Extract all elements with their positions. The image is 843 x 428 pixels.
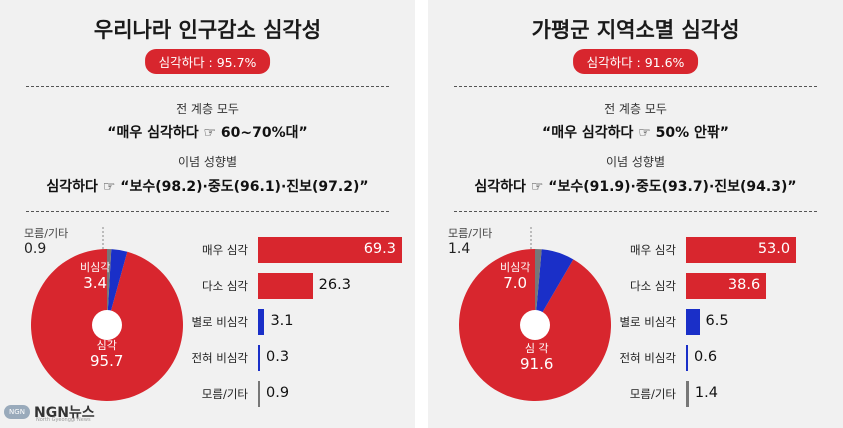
bar <box>258 345 260 371</box>
divider <box>454 86 817 87</box>
bar-value-label: 3.1 <box>270 313 294 329</box>
bar-category-label: 모름/기타 <box>629 387 676 401</box>
bar-category-label: 별로 비심각 <box>191 315 248 329</box>
bar-row: 전혀 비심각 0.6 <box>428 345 843 371</box>
bar <box>686 237 797 263</box>
bar <box>258 273 313 299</box>
bar <box>258 381 260 407</box>
summary-badge: 심각하다 : 91.6% <box>572 49 699 74</box>
bar <box>258 309 265 335</box>
bar-value-label: 0.3 <box>266 349 290 365</box>
bar-value-label: 6.5 <box>705 313 729 329</box>
bar <box>686 309 700 335</box>
bar-category-label: 모름/기타 <box>201 387 248 401</box>
ngn-logo: NGN NGN뉴스 North Gyeonggi News <box>4 402 95 423</box>
bar-row: 다소 심각 38.6 <box>428 273 843 299</box>
pie-label-not-serious: 비심각 7.0 <box>500 261 531 292</box>
bar-value-label: 38.6 <box>727 277 761 293</box>
bar-value-label: 0.6 <box>694 349 718 365</box>
line1-label: 전 계층 모두 <box>176 102 239 116</box>
panel-title: 우리나라 인구감소 심각성 <box>93 18 322 42</box>
pie-slice <box>107 249 128 325</box>
summary-badge: 심각하다 : 95.7% <box>144 49 271 74</box>
line1-label: 전 계층 모두 <box>604 102 667 116</box>
panel-title: 가평군 지역소멸 심각성 <box>531 18 740 42</box>
bar-row: 별로 비심각 3.1 <box>0 309 415 335</box>
bar-category-label: 다소 심각 <box>630 279 676 293</box>
pie-center-hole <box>520 310 550 340</box>
bar-row: 전혀 비심각 0.3 <box>0 345 415 371</box>
pie-label-dk: 모름/기타 1.4 <box>448 227 493 257</box>
bar-value-label: 53.0 <box>757 241 791 257</box>
bar-category-label: 다소 심각 <box>202 279 248 293</box>
bar-row: 모름/기타 1.4 <box>428 381 843 407</box>
bar-row: 다소 심각 26.3 <box>0 273 415 299</box>
line2-label: 이념 성향별 <box>605 155 665 169</box>
line1-quote: “매우 심각하다 ☞ 60~70%대” <box>107 125 308 141</box>
bar-value-label: 69.3 <box>363 241 396 257</box>
divider <box>26 86 389 87</box>
bar-category-label: 매우 심각 <box>630 243 676 257</box>
bar-row: 별로 비심각 6.5 <box>428 309 843 335</box>
bar-category-label: 전혀 비심각 <box>619 351 676 365</box>
line2-label: 이념 성향별 <box>177 155 237 169</box>
line1-quote: “매우 심각하다 ☞ 50% 안팎” <box>542 125 729 141</box>
line2-quote: 심각하다 ☞ “보수(91.9)·중도(93.7)·진보(94.3)” <box>474 179 797 195</box>
bar <box>258 237 402 263</box>
bar-row: 매우 심각 53.0 <box>428 237 843 263</box>
pie-slice <box>535 249 542 325</box>
bar-row: 매우 심각 69.3 <box>0 237 415 263</box>
bar <box>686 345 688 371</box>
pie-label-serious: 심각 95.7 <box>90 339 124 370</box>
pie-chart <box>31 225 184 401</box>
panel-population-decline: 우리나라 인구감소 심각성 심각하다 : 95.7% 전 계층 모두 “매우 심… <box>0 0 415 428</box>
divider <box>454 211 817 212</box>
divider <box>26 211 389 212</box>
pie-label-not-serious: 비심각 3.4 <box>80 261 111 292</box>
bar-category-label: 전혀 비심각 <box>191 351 248 365</box>
bar <box>686 381 689 407</box>
bar-category-label: 별로 비심각 <box>619 315 676 329</box>
ngn-logo-icon: NGN <box>4 405 30 419</box>
pie-label-serious: 심 각 91.6 <box>520 342 554 373</box>
line2-quote: 심각하다 ☞ “보수(98.2)·중도(96.1)·진보(97.2)” <box>46 179 369 195</box>
pie-center-hole <box>92 310 122 340</box>
pie-label-dk: 모름/기타 0.9 <box>24 227 69 257</box>
bar-value-label: 1.4 <box>694 385 718 401</box>
bar-value-label: 0.9 <box>266 385 290 401</box>
pie-chart <box>459 225 611 401</box>
bar-row: 모름/기타 0.9 <box>0 381 415 407</box>
bar <box>686 273 767 299</box>
bar-value-label: 26.3 <box>318 277 351 293</box>
panel-gapyeong-extinction: 가평군 지역소멸 심각성 심각하다 : 91.6% 전 계층 모두 “매우 심각… <box>428 0 843 428</box>
pie-slice <box>535 249 574 325</box>
pie-slice <box>107 249 112 325</box>
bar-category-label: 매우 심각 <box>202 243 248 257</box>
